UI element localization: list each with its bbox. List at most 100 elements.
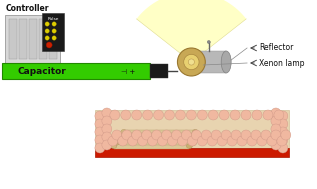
- Circle shape: [281, 130, 291, 140]
- Circle shape: [201, 130, 211, 140]
- Ellipse shape: [192, 136, 198, 142]
- Circle shape: [167, 136, 178, 146]
- Bar: [116, 141, 193, 146]
- Bar: [150, 64, 167, 78]
- Circle shape: [45, 36, 49, 40]
- Circle shape: [184, 54, 199, 70]
- Circle shape: [230, 110, 240, 120]
- Circle shape: [138, 136, 148, 146]
- Circle shape: [102, 124, 112, 134]
- Circle shape: [121, 110, 131, 120]
- Circle shape: [95, 135, 105, 145]
- Polygon shape: [137, 0, 246, 62]
- Circle shape: [143, 110, 152, 120]
- Circle shape: [208, 110, 218, 120]
- Circle shape: [197, 136, 207, 146]
- Bar: [39, 19, 47, 59]
- Circle shape: [263, 110, 273, 120]
- Circle shape: [221, 130, 231, 140]
- Circle shape: [241, 130, 251, 140]
- Circle shape: [271, 108, 281, 118]
- Circle shape: [217, 136, 227, 146]
- Circle shape: [231, 130, 241, 140]
- Circle shape: [267, 136, 277, 146]
- Bar: [3, 63, 150, 79]
- Circle shape: [257, 136, 267, 146]
- Circle shape: [278, 119, 288, 129]
- Bar: [112, 138, 191, 143]
- Ellipse shape: [192, 129, 198, 135]
- Ellipse shape: [109, 138, 115, 143]
- Circle shape: [102, 108, 112, 118]
- Bar: [118, 134, 192, 139]
- Circle shape: [102, 116, 112, 126]
- Ellipse shape: [186, 143, 192, 149]
- Bar: [128, 133, 197, 138]
- Text: Controller: Controller: [6, 4, 49, 13]
- Circle shape: [211, 130, 221, 140]
- Circle shape: [128, 136, 138, 146]
- Circle shape: [148, 136, 158, 146]
- Circle shape: [152, 130, 162, 140]
- Bar: [10, 19, 17, 59]
- Circle shape: [227, 136, 237, 146]
- Circle shape: [175, 110, 185, 120]
- Circle shape: [187, 136, 197, 146]
- Circle shape: [165, 110, 174, 120]
- Bar: [191, 51, 226, 73]
- Circle shape: [110, 110, 120, 120]
- Circle shape: [277, 136, 287, 146]
- Text: Pulse: Pulse: [48, 17, 59, 21]
- Circle shape: [46, 42, 52, 48]
- Circle shape: [247, 136, 257, 146]
- Circle shape: [102, 140, 112, 150]
- Ellipse shape: [188, 138, 194, 143]
- Circle shape: [271, 116, 281, 126]
- Circle shape: [45, 22, 49, 26]
- Circle shape: [271, 132, 281, 142]
- Circle shape: [142, 130, 152, 140]
- Bar: [124, 130, 195, 135]
- Bar: [114, 144, 189, 149]
- Ellipse shape: [125, 132, 131, 138]
- Circle shape: [278, 127, 288, 137]
- Text: Capacitor: Capacitor: [18, 67, 67, 75]
- Bar: [120, 140, 191, 145]
- Circle shape: [95, 119, 105, 129]
- Ellipse shape: [121, 129, 127, 135]
- Ellipse shape: [111, 143, 117, 149]
- Bar: [19, 19, 27, 59]
- Circle shape: [122, 130, 132, 140]
- Ellipse shape: [221, 51, 231, 73]
- Circle shape: [271, 140, 281, 150]
- Circle shape: [191, 130, 201, 140]
- Bar: [29, 19, 37, 59]
- Text: Reflector: Reflector: [259, 43, 293, 53]
- Circle shape: [95, 127, 105, 137]
- Ellipse shape: [113, 140, 119, 146]
- Ellipse shape: [115, 133, 121, 139]
- Circle shape: [274, 110, 284, 120]
- Circle shape: [102, 132, 112, 142]
- Circle shape: [52, 22, 56, 26]
- Circle shape: [278, 111, 288, 121]
- Bar: [5, 15, 60, 63]
- Circle shape: [219, 110, 229, 120]
- Circle shape: [52, 36, 56, 40]
- Ellipse shape: [191, 140, 196, 146]
- Bar: [49, 19, 57, 59]
- Bar: [95, 148, 289, 157]
- Circle shape: [178, 48, 205, 76]
- Circle shape: [158, 136, 167, 146]
- Circle shape: [178, 136, 187, 146]
- Circle shape: [278, 143, 288, 153]
- Circle shape: [197, 110, 207, 120]
- Bar: [95, 110, 289, 148]
- Text: ⊣ +: ⊣ +: [120, 69, 135, 75]
- Circle shape: [186, 110, 196, 120]
- Circle shape: [95, 143, 105, 153]
- Circle shape: [241, 110, 251, 120]
- Circle shape: [188, 59, 194, 65]
- Circle shape: [95, 111, 105, 121]
- Ellipse shape: [188, 139, 194, 145]
